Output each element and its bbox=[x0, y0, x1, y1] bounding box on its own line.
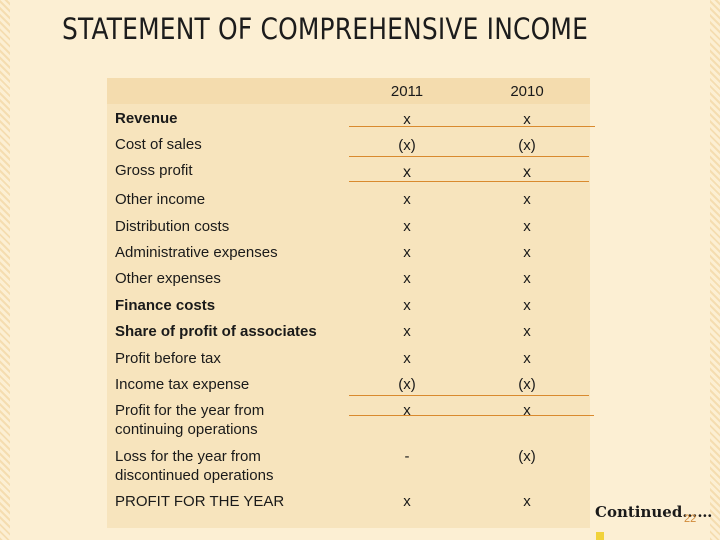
value-2010: x bbox=[523, 402, 531, 419]
decorative-stripe-right bbox=[710, 0, 720, 540]
value-2010: x bbox=[523, 493, 531, 510]
row-label: Gross profit bbox=[115, 162, 193, 179]
value-2011: x bbox=[403, 164, 411, 181]
value-2011: (x) bbox=[398, 376, 416, 393]
value-2010: x bbox=[523, 350, 531, 367]
row-label: Distribution costs bbox=[115, 218, 230, 235]
value-2010: (x) bbox=[518, 376, 536, 393]
value-2010: x bbox=[523, 297, 531, 314]
income-statement-table: 2011 2010 Revenue x x Cost of sales (x) … bbox=[107, 78, 595, 528]
page-number: 22 bbox=[684, 513, 697, 525]
row-label: Income tax expense bbox=[115, 376, 250, 393]
continued-note: Continued…… bbox=[595, 503, 713, 521]
row-label: Cost of sales bbox=[115, 136, 202, 153]
value-2010: x bbox=[523, 164, 531, 181]
value-2010: x bbox=[523, 323, 531, 340]
value-2011: - bbox=[404, 448, 410, 465]
underline-rule bbox=[349, 415, 594, 416]
underline-rule bbox=[349, 156, 589, 157]
row-label-line-2: discontinued operations bbox=[115, 467, 274, 484]
value-2010: x bbox=[523, 218, 531, 235]
value-2011: x bbox=[403, 350, 411, 367]
value-2011: x bbox=[403, 244, 411, 261]
row-label: Revenue bbox=[115, 110, 178, 127]
value-2011: (x) bbox=[398, 137, 416, 154]
row-label: Finance costs bbox=[115, 297, 216, 314]
value-2011: x bbox=[403, 191, 411, 208]
row-label: Share of profit of associates bbox=[115, 323, 317, 340]
value-2010: x bbox=[523, 111, 531, 128]
value-2010: x bbox=[523, 270, 531, 287]
row-label: Other expenses bbox=[115, 270, 221, 287]
row-label: Administrative expenses bbox=[115, 244, 278, 261]
row-label-line-2: continuing operations bbox=[115, 421, 258, 438]
value-2010: (x) bbox=[518, 448, 536, 465]
value-2010: (x) bbox=[518, 137, 536, 154]
value-2011: x bbox=[403, 297, 411, 314]
value-2010: x bbox=[523, 191, 531, 208]
value-2011: x bbox=[403, 270, 411, 287]
underline-rule bbox=[349, 395, 589, 396]
value-2011: x bbox=[403, 111, 411, 128]
slide-title: STATEMENT OF COMPREHENSIVE INCOME bbox=[62, 12, 589, 46]
underline-rule bbox=[349, 126, 595, 127]
value-2011: x bbox=[403, 218, 411, 235]
decorative-corner-mark bbox=[596, 532, 604, 540]
row-label: Other income bbox=[115, 191, 206, 208]
value-2011: x bbox=[403, 323, 411, 340]
decorative-stripe-left bbox=[0, 0, 10, 540]
value-2010: x bbox=[523, 244, 531, 261]
row-label-line-1: Loss for the year from bbox=[115, 448, 261, 465]
table-header-band bbox=[107, 78, 590, 104]
column-header-2011: 2011 bbox=[390, 83, 424, 100]
row-label-line-1: Profit for the year from bbox=[115, 402, 265, 419]
column-header-2010: 2010 bbox=[510, 83, 544, 100]
row-label: Profit before tax bbox=[115, 350, 221, 367]
row-label: PROFIT FOR THE YEAR bbox=[115, 493, 285, 510]
value-2011: x bbox=[403, 493, 411, 510]
value-2011: x bbox=[403, 402, 411, 419]
underline-rule bbox=[349, 181, 589, 182]
